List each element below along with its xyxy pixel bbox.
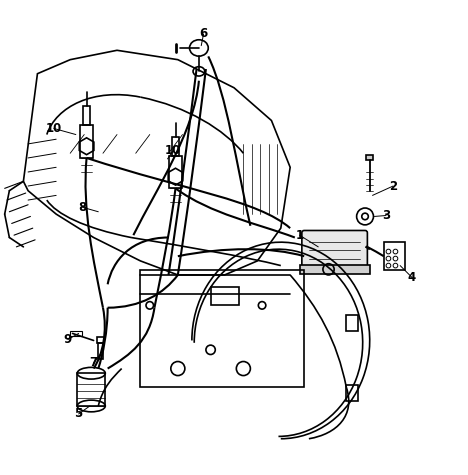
Bar bbox=[140, 270, 304, 387]
Text: 4: 4 bbox=[408, 271, 416, 284]
Bar bbox=[384, 242, 405, 270]
Text: 1: 1 bbox=[295, 228, 304, 242]
Bar bbox=[83, 106, 90, 125]
Bar bbox=[172, 137, 179, 156]
Text: 6: 6 bbox=[199, 28, 208, 40]
Bar bbox=[97, 337, 104, 343]
Bar bbox=[80, 125, 93, 158]
Bar bbox=[300, 265, 370, 274]
Bar bbox=[70, 331, 82, 336]
Text: 5: 5 bbox=[74, 408, 83, 420]
Text: 7: 7 bbox=[89, 356, 98, 370]
Text: 8: 8 bbox=[78, 200, 86, 214]
Text: 10: 10 bbox=[165, 144, 181, 157]
Bar bbox=[346, 315, 358, 331]
Bar bbox=[98, 343, 103, 359]
Bar bbox=[346, 385, 358, 401]
Bar bbox=[366, 155, 373, 160]
Text: 2: 2 bbox=[389, 180, 397, 192]
Text: 3: 3 bbox=[382, 209, 390, 222]
Text: 9: 9 bbox=[64, 333, 72, 346]
FancyBboxPatch shape bbox=[302, 230, 367, 268]
Bar bbox=[77, 373, 105, 406]
Text: 10: 10 bbox=[46, 122, 62, 135]
Bar bbox=[169, 156, 182, 189]
Bar bbox=[211, 286, 239, 305]
